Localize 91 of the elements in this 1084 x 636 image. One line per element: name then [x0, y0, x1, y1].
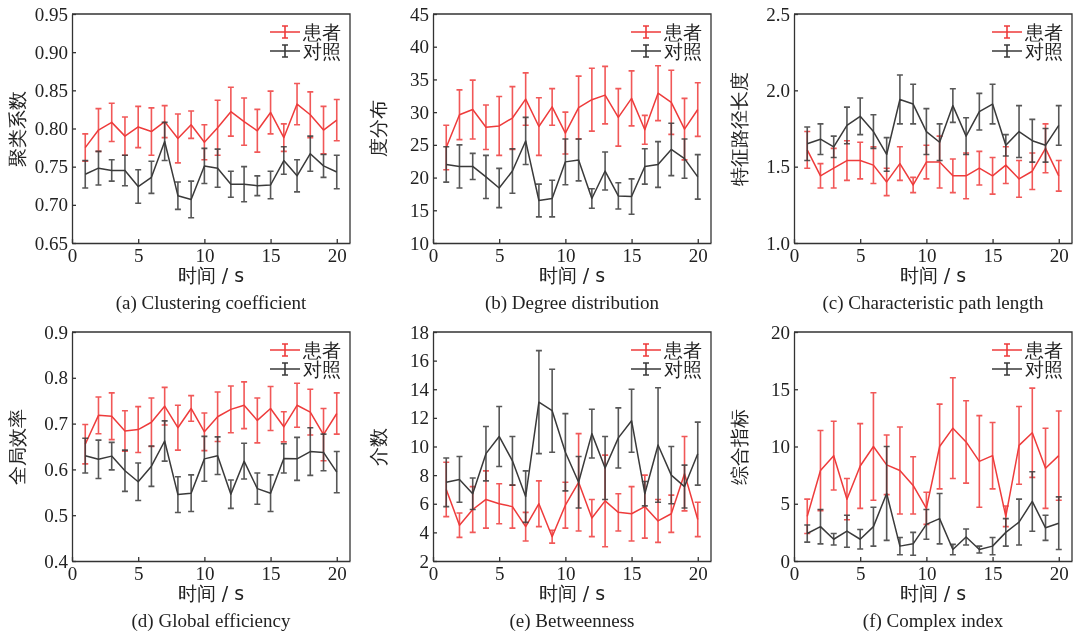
x-axis-title: 时间 / s — [538, 264, 606, 286]
y-tick-label: 0.7 — [44, 413, 68, 435]
x-axis-title: 时间 / s — [538, 582, 606, 604]
x-tick-label: 10 — [917, 245, 937, 267]
y-tick-label: 45 — [410, 3, 429, 25]
legend-label: 患者 — [302, 21, 341, 43]
y-tick-label: 0.70 — [34, 194, 68, 216]
y-tick-label: 15 — [410, 199, 429, 221]
x-tick-label: 10 — [917, 563, 937, 585]
x-tick-label: 15 — [622, 563, 642, 585]
x-tick-label: 10 — [556, 245, 576, 267]
legend-label: 对照 — [303, 358, 341, 380]
y-tick-label: 0.4 — [44, 550, 69, 572]
y-tick-label: 20 — [410, 167, 429, 189]
y-tick-label: 2 — [419, 550, 429, 572]
x-axis-title: 时间 / s — [177, 582, 245, 604]
x-tick-label: 15 — [983, 245, 1003, 267]
x-tick-label: 20 — [327, 245, 347, 267]
y-tick-label: 0.65 — [34, 232, 68, 254]
x-tick-label: 10 — [556, 563, 576, 585]
y-tick-label: 18 — [410, 321, 429, 343]
x-axis-title: 时间 / s — [899, 582, 967, 604]
x-tick-label: 15 — [261, 245, 281, 267]
y-axis-title: 聚类系数 — [6, 90, 28, 167]
legend-label: 对照 — [1025, 40, 1063, 62]
text: (f) Complex index — [862, 610, 1004, 632]
x-tick-label: 5 — [855, 245, 866, 267]
y-tick-label: 10 — [771, 436, 790, 458]
y-tick-label: 12 — [410, 407, 429, 429]
y-tick-label: 35 — [410, 69, 429, 91]
y-tick-label: 0.80 — [34, 118, 68, 140]
legend-label: 对照 — [664, 40, 702, 62]
x-tick-label: 15 — [983, 563, 1003, 585]
y-tick-label: 30 — [410, 101, 429, 123]
y-axis-title: 综合指标 — [728, 408, 750, 485]
x-tick-label: 20 — [688, 245, 708, 267]
y-axis-title: 全局效率 — [6, 408, 28, 485]
legend-label: 对照 — [664, 358, 702, 380]
legend-label: 患者 — [1024, 339, 1063, 361]
x-axis-title: 时间 / s — [899, 264, 967, 286]
x-tick-label: 20 — [688, 563, 708, 585]
text: (c) Characteristic path length — [822, 292, 1045, 314]
text: (d) Global efficiency — [131, 610, 291, 632]
text: (b) Degree distribution — [484, 292, 660, 314]
y-tick-label: 20 — [771, 321, 790, 343]
x-tick-label: 5 — [133, 563, 144, 585]
y-tick-label: 0.85 — [34, 79, 68, 101]
legend-label: 患者 — [1024, 21, 1063, 43]
y-axis-title: 特征路径长度 — [728, 71, 750, 186]
x-tick-label: 15 — [622, 245, 642, 267]
x-axis-title: 时间 / s — [177, 264, 245, 286]
x-tick-label: 5 — [494, 563, 505, 585]
y-axis-title: 度分布 — [367, 100, 389, 157]
x-tick-label: 5 — [133, 245, 144, 267]
y-tick-label: 0.90 — [34, 41, 68, 63]
y-tick-label: 5 — [780, 493, 790, 515]
y-tick-label: 25 — [410, 134, 429, 156]
x-tick-label: 10 — [195, 563, 215, 585]
y-tick-label: 0.95 — [34, 3, 68, 25]
legend-label: 对照 — [1025, 358, 1063, 380]
x-tick-label: 20 — [327, 563, 347, 585]
y-tick-label: 10 — [410, 436, 429, 458]
legend-label: 患者 — [663, 339, 702, 361]
y-tick-label: 2.5 — [766, 3, 790, 25]
y-tick-label: 16 — [410, 350, 429, 372]
y-tick-label: 8 — [419, 464, 429, 486]
x-tick-label: 15 — [261, 563, 281, 585]
legend-label: 患者 — [663, 21, 702, 43]
y-tick-label: 0.8 — [44, 367, 68, 389]
y-tick-label: 0.9 — [44, 321, 68, 343]
y-tick-label: 1.0 — [766, 232, 790, 254]
y-tick-label: 6 — [419, 493, 429, 515]
y-axis-title: 介数 — [367, 427, 389, 466]
x-tick-label: 20 — [1049, 563, 1069, 585]
y-tick-label: 4 — [419, 521, 430, 543]
legend-label: 患者 — [302, 339, 341, 361]
x-tick-label: 20 — [1049, 245, 1069, 267]
legend-label: 对照 — [303, 40, 341, 62]
x-tick-label: 5 — [855, 563, 866, 585]
y-tick-label: 0.6 — [44, 458, 68, 480]
x-tick-label: 10 — [195, 245, 215, 267]
y-tick-label: 14 — [410, 378, 430, 400]
y-tick-label: 0.5 — [44, 504, 68, 526]
text: (e) Betweenness — [509, 610, 635, 632]
y-tick-label: 2.0 — [766, 79, 790, 101]
text: (a) Clustering coefficient — [115, 292, 308, 314]
y-tick-label: 1.5 — [766, 156, 790, 178]
y-tick-label: 40 — [410, 36, 429, 58]
y-tick-label: 0.75 — [34, 156, 68, 178]
x-tick-label: 5 — [494, 245, 505, 267]
y-tick-label: 15 — [771, 378, 790, 400]
